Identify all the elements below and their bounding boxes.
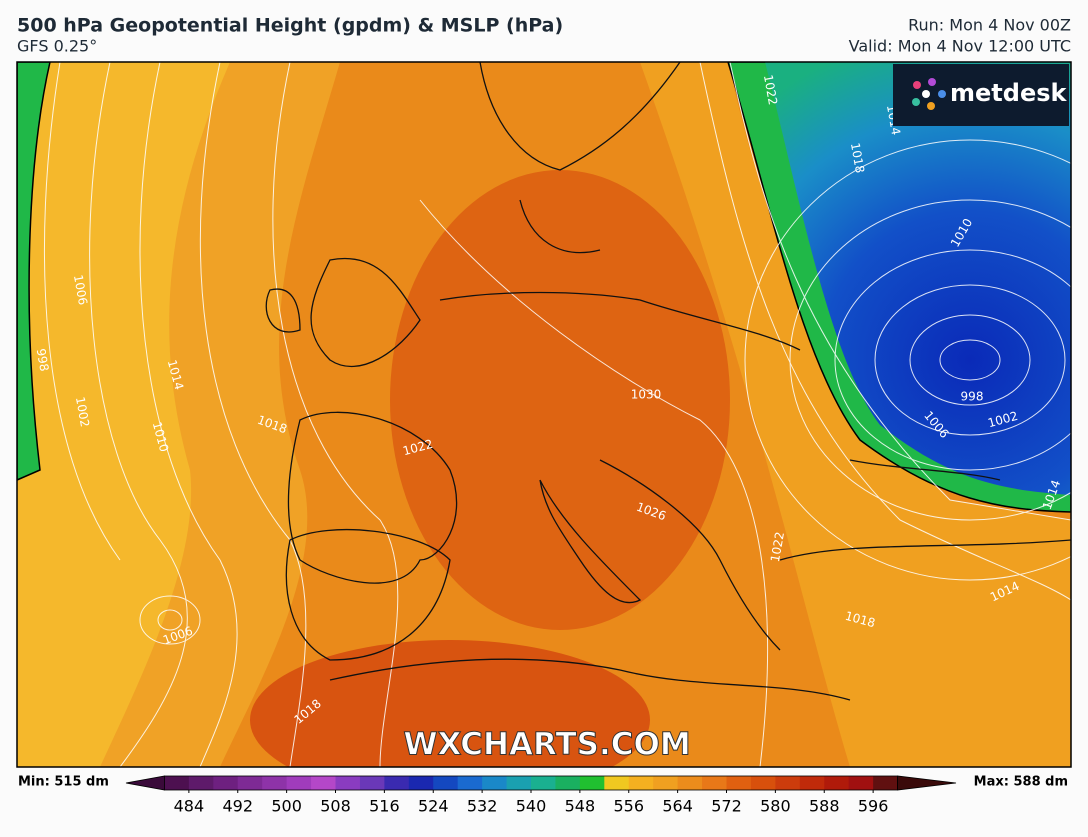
colorbar-bin [750,776,776,790]
field [390,170,730,630]
colorbar-tick-label: 492 [222,797,253,816]
run-time: Run: Mon 4 Nov 00Z [908,16,1071,35]
isobars [43,62,1071,767]
colorbar-tick-label: 596 [858,797,889,816]
colorbar-bin [628,776,654,790]
field [250,640,650,767]
subtitle: GFS 0.25° [17,37,97,56]
colorbar-bin [531,776,556,790]
isobar-label: 1018 [848,142,867,175]
colorbar-bin [457,776,483,790]
colorbar-tick-label: 580 [760,797,791,816]
colorbar-bin [848,776,874,790]
colorbar-bin [604,776,630,790]
colorbar-bin [384,776,410,790]
colorbar-bin [506,776,532,790]
colorbar-bin [677,776,703,790]
coastlines [265,62,1071,701]
colorbar-bin [433,776,459,790]
field [765,62,1071,495]
colorbar-bin [286,776,312,790]
colorbar-tick-label: 500 [271,797,302,816]
max-label: Max: 588 dm [974,775,1068,790]
isobar-label: 1030 [631,388,662,402]
colorbar-tick-label: 516 [369,797,400,816]
colorbar-bin [873,776,899,790]
colorbar-tick-label: 588 [809,797,840,816]
colorbar-tick-label: 532 [467,797,498,816]
isobar-label: 1002 [73,396,92,429]
colorbar-bin [824,776,850,790]
colorbar-bin [579,776,605,790]
colorbar-tick-label: 524 [418,797,449,816]
colorbar-bin [653,776,679,790]
colorbar-tick-label: 564 [662,797,693,816]
colorbar-bin [482,776,508,790]
colorbar-bin [702,776,727,790]
colorbar-bin [726,776,752,790]
colorbar-tick-label: 572 [711,797,742,816]
isobar-label: 1006 [71,274,90,307]
colorbar-bin [262,776,288,790]
watermark: WXCHARTS.COM [403,727,690,763]
colorbar-bin [335,776,361,790]
logo-text: metdesk [950,79,1068,107]
isobar-label: 1022 [768,531,787,564]
map-frame [16,61,1072,768]
colorbar-bin [359,776,385,790]
colorbar: 484 492 500 508 516 524 532 540 548 556 564 572 580 5… [125,775,957,816]
title: 500 hPa Geopotential Height (gpdm) & MSL… [17,15,563,37]
colorbar-tick-label: 540 [516,797,547,816]
valid-time: Valid: Mon 4 Nov 12:00 UTC [849,37,1071,56]
colorbar-tick-label: 556 [613,797,644,816]
logo-icon [912,78,946,110]
min-label: Min: 515 dm [18,775,109,790]
colorbar-bin [237,776,263,790]
colorbar-bin [213,776,239,790]
field [17,62,51,481]
map: 1022101410181010100699810141002101010181… [17,62,1071,767]
colorbar-bin [164,776,190,790]
isobar-label: 1022 [761,74,780,107]
colorbar-bin [775,776,801,790]
colorbar-tick-label: 508 [320,797,351,816]
field [17,62,230,767]
colorbar-tick-label: 548 [565,797,596,816]
colorbar-bin [555,776,581,790]
colorbar-bin [408,776,434,790]
colorbar-bin [799,776,825,790]
isobar-label: 998 [961,390,984,404]
colorbar-bin [188,776,214,790]
colorbar-tick-label: 484 [174,797,205,816]
colorbar-bin [311,776,336,790]
isobar-label: 998 [34,347,52,372]
